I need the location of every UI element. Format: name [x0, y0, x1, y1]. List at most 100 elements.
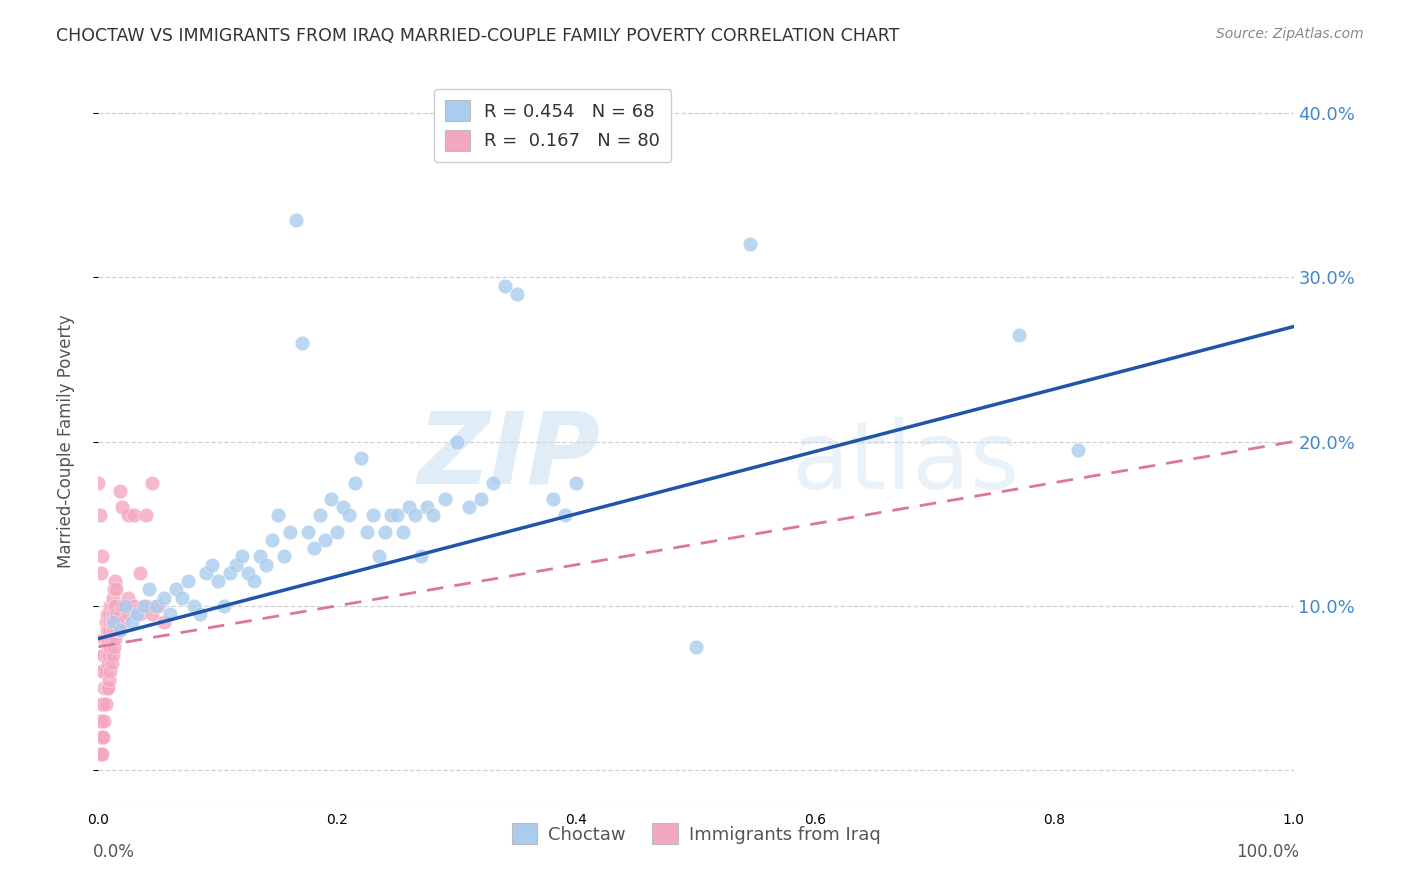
Point [685, 640, 707, 654]
Point [249, 549, 271, 564]
Point [141, 607, 163, 621]
Point [172, 591, 194, 605]
Point [117, 607, 139, 621]
Point [541, 491, 564, 506]
Point [91, 648, 114, 662]
Point [94, 615, 117, 630]
Point [101, 591, 124, 605]
Point [98, 673, 121, 687]
Point [177, 574, 200, 588]
Point [91, 730, 114, 744]
Point [195, 566, 218, 580]
Point [98, 665, 122, 679]
Point [219, 566, 242, 580]
Text: 0.0%: 0.0% [93, 843, 135, 861]
Point [105, 582, 128, 597]
Point [90, 747, 112, 761]
Point [385, 508, 409, 523]
Point [108, 624, 131, 638]
Point [291, 336, 314, 351]
Point [93, 681, 115, 695]
Point [101, 615, 124, 630]
Point [94, 632, 117, 646]
Point [380, 508, 402, 523]
Point [481, 475, 505, 490]
Point [91, 698, 114, 712]
Point [97, 681, 120, 695]
Text: Source: ZipAtlas.com: Source: ZipAtlas.com [1216, 27, 1364, 41]
Point [422, 508, 444, 523]
Point [267, 508, 290, 523]
Point [374, 524, 396, 539]
Point [117, 508, 139, 523]
Point [94, 665, 117, 679]
Point [350, 450, 373, 465]
Point [93, 714, 115, 728]
Point [183, 599, 205, 613]
Point [90, 730, 112, 744]
Point [91, 730, 114, 744]
Point [356, 524, 378, 539]
Point [104, 632, 127, 646]
Point [114, 599, 136, 613]
Point [416, 500, 439, 515]
Point [98, 624, 121, 638]
Point [398, 500, 420, 515]
Point [89, 508, 111, 523]
Point [148, 599, 170, 613]
Point [87, 475, 110, 490]
Text: ZIP: ZIP [418, 408, 600, 505]
Point [260, 533, 283, 547]
Point [188, 607, 211, 621]
Point [411, 549, 433, 564]
Point [91, 747, 114, 761]
Point [129, 566, 152, 580]
Point [93, 632, 115, 646]
Point [111, 500, 134, 515]
Point [101, 648, 124, 662]
Point [446, 434, 468, 449]
Point [104, 599, 127, 613]
Text: 100.0%: 100.0% [1236, 843, 1299, 861]
Point [308, 508, 330, 523]
Point [738, 237, 761, 252]
Point [96, 607, 118, 621]
Point [225, 558, 247, 572]
Point [124, 508, 146, 523]
Point [368, 549, 391, 564]
Point [89, 714, 111, 728]
Point [326, 524, 349, 539]
Point [339, 508, 361, 523]
Point [165, 582, 187, 597]
Text: atlas: atlas [792, 417, 1019, 509]
Point [254, 558, 277, 572]
Point [90, 698, 112, 712]
Point [97, 615, 120, 630]
Point [98, 640, 122, 654]
Point [100, 599, 122, 613]
Point [98, 648, 121, 662]
Point [297, 524, 319, 539]
Point [91, 698, 114, 712]
Point [93, 648, 115, 662]
Point [363, 508, 385, 523]
Point [111, 615, 134, 630]
Point [90, 714, 112, 728]
Point [273, 549, 295, 564]
Point [458, 500, 481, 515]
Point [1067, 442, 1090, 457]
Point [96, 681, 118, 695]
Legend: Choctaw, Immigrants from Iraq: Choctaw, Immigrants from Iraq [505, 816, 887, 852]
Point [105, 607, 128, 621]
Point [91, 549, 114, 564]
Point [321, 491, 343, 506]
Point [108, 624, 131, 638]
Point [91, 665, 114, 679]
Point [98, 599, 122, 613]
Point [105, 624, 128, 638]
Point [231, 549, 253, 564]
Point [104, 615, 127, 630]
Point [236, 566, 259, 580]
Point [96, 648, 118, 662]
Point [103, 615, 125, 630]
